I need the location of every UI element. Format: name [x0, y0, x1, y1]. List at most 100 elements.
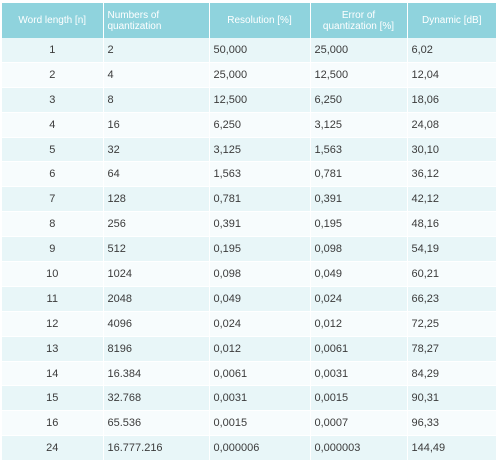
- cell-dynamic: 96,33: [407, 410, 496, 437]
- cell-word-length: 5: [2, 137, 104, 163]
- table-body: 1 2 50,000 25,000 6,02 2 4 25,000 12,500 12,04 3 8 1…: [2, 38, 496, 461]
- cell-error-of-quantization: 0,781: [310, 161, 408, 188]
- table-row: 2 4 25,000 12,500 12,04: [2, 62, 496, 88]
- cell-word-length: 1: [2, 38, 104, 63]
- table-row: 13 8196 0,012 0,0061 78,27: [2, 336, 496, 362]
- cell-word-length: 9: [2, 236, 104, 263]
- table-row: 11 2048 0,049 0,024 66,23: [2, 286, 496, 312]
- quantization-table-container: Word length [n] Numbers of quantization …: [2, 3, 496, 461]
- cell-resolution: 6,250: [209, 112, 311, 138]
- cell-dynamic: 84,29: [407, 361, 496, 387]
- cell-resolution: 0,0061: [209, 361, 311, 387]
- cell-error-of-quantization: 0,0015: [310, 385, 408, 412]
- cell-numbers-of-quantization: 4: [103, 62, 210, 88]
- cell-numbers-of-quantization: 8196: [103, 336, 210, 362]
- header-error-of-quantization: Error of quantization [%]: [310, 3, 408, 38]
- table-row: 4 16 6,250 3,125 24,08: [2, 112, 496, 138]
- cell-resolution: 0,024: [209, 311, 311, 337]
- cell-dynamic: 72,25: [407, 311, 496, 337]
- cell-numbers-of-quantization: 16.777.216: [103, 435, 210, 461]
- cell-resolution: 50,000: [209, 38, 311, 63]
- table-row: 16 65.536 0,0015 0,0007 96,33: [2, 410, 496, 437]
- table-row: 5 32 3,125 1,563 30,10: [2, 137, 496, 163]
- cell-word-length: 13: [2, 336, 104, 362]
- cell-resolution: 25,000: [209, 62, 311, 88]
- cell-word-length: 6: [2, 161, 104, 188]
- cell-numbers-of-quantization: 8: [103, 87, 210, 113]
- cell-dynamic: 60,21: [407, 261, 496, 287]
- cell-numbers-of-quantization: 128: [103, 186, 210, 213]
- cell-resolution: 0,391: [209, 211, 311, 238]
- cell-word-length: 11: [2, 286, 104, 312]
- cell-dynamic: 78,27: [407, 336, 496, 362]
- table-row: 8 256 0,391 0,195 48,16: [2, 211, 496, 238]
- cell-resolution: 0,098: [209, 261, 311, 287]
- table-row: 10 1024 0,098 0,049 60,21: [2, 261, 496, 287]
- header-word-length: Word length [n]: [2, 3, 104, 38]
- cell-resolution: 0,0031: [209, 385, 311, 412]
- header-resolution: Resolution [%]: [209, 3, 311, 38]
- cell-numbers-of-quantization: 256: [103, 211, 210, 238]
- cell-resolution: 12,500: [209, 87, 311, 113]
- cell-word-length: 3: [2, 87, 104, 113]
- cell-dynamic: 54,19: [407, 236, 496, 263]
- cell-dynamic: 144,49: [407, 435, 496, 461]
- cell-word-length: 16: [2, 410, 104, 437]
- cell-numbers-of-quantization: 64: [103, 161, 210, 188]
- table-row: 14 16.384 0,0061 0,0031 84,29: [2, 361, 496, 387]
- cell-dynamic: 42,12: [407, 186, 496, 213]
- cell-error-of-quantization: 0,0007: [310, 410, 408, 437]
- table-row: 3 8 12,500 6,250 18,06: [2, 87, 496, 113]
- table-row: 7 128 0,781 0,391 42,12: [2, 186, 496, 213]
- cell-numbers-of-quantization: 1024: [103, 261, 210, 287]
- cell-dynamic: 6,02: [407, 38, 496, 63]
- cell-numbers-of-quantization: 512: [103, 236, 210, 263]
- table-row: 9 512 0,195 0,098 54,19: [2, 236, 496, 263]
- cell-resolution: 0,049: [209, 286, 311, 312]
- table-header: Word length [n] Numbers of quantization …: [2, 3, 496, 38]
- cell-resolution: 0,195: [209, 236, 311, 263]
- cell-error-of-quantization: 25,000: [310, 38, 408, 63]
- cell-word-length: 2: [2, 62, 104, 88]
- cell-resolution: 3,125: [209, 137, 311, 163]
- cell-error-of-quantization: 0,391: [310, 186, 408, 213]
- cell-word-length: 15: [2, 385, 104, 412]
- cell-numbers-of-quantization: 32: [103, 137, 210, 163]
- cell-resolution: 1,563: [209, 161, 311, 188]
- cell-word-length: 14: [2, 361, 104, 387]
- cell-error-of-quantization: 0,098: [310, 236, 408, 263]
- table-row: 24 16.777.216 0,000006 0,000003 144,49: [2, 435, 496, 461]
- cell-numbers-of-quantization: 2: [103, 38, 210, 63]
- cell-dynamic: 24,08: [407, 112, 496, 138]
- cell-dynamic: 12,04: [407, 62, 496, 88]
- cell-word-length: 24: [2, 435, 104, 461]
- cell-error-of-quantization: 0,000003: [310, 435, 408, 461]
- header-dynamic: Dynamic [dB]: [407, 3, 496, 38]
- header-numbers-of-quantization: Numbers of quantization: [103, 3, 210, 38]
- cell-numbers-of-quantization: 16: [103, 112, 210, 138]
- cell-word-length: 12: [2, 311, 104, 337]
- cell-error-of-quantization: 3,125: [310, 112, 408, 138]
- cell-dynamic: 48,16: [407, 211, 496, 238]
- table-row: 15 32.768 0,0031 0,0015 90,31: [2, 385, 496, 412]
- cell-numbers-of-quantization: 65.536: [103, 410, 210, 437]
- cell-error-of-quantization: 1,563: [310, 137, 408, 163]
- cell-dynamic: 36,12: [407, 161, 496, 188]
- table-row: 6 64 1,563 0,781 36,12: [2, 161, 496, 188]
- header-row: Word length [n] Numbers of quantization …: [2, 3, 496, 38]
- cell-resolution: 0,0015: [209, 410, 311, 437]
- cell-error-of-quantization: 0,195: [310, 211, 408, 238]
- cell-numbers-of-quantization: 2048: [103, 286, 210, 312]
- cell-dynamic: 90,31: [407, 385, 496, 412]
- cell-resolution: 0,012: [209, 336, 311, 362]
- cell-dynamic: 30,10: [407, 137, 496, 163]
- table-row: 1 2 50,000 25,000 6,02: [2, 38, 496, 63]
- cell-numbers-of-quantization: 4096: [103, 311, 210, 337]
- cell-error-of-quantization: 0,024: [310, 286, 408, 312]
- cell-dynamic: 18,06: [407, 87, 496, 113]
- cell-numbers-of-quantization: 32.768: [103, 385, 210, 412]
- cell-dynamic: 66,23: [407, 286, 496, 312]
- cell-word-length: 7: [2, 186, 104, 213]
- quantization-table: Word length [n] Numbers of quantization …: [2, 3, 496, 461]
- cell-word-length: 8: [2, 211, 104, 238]
